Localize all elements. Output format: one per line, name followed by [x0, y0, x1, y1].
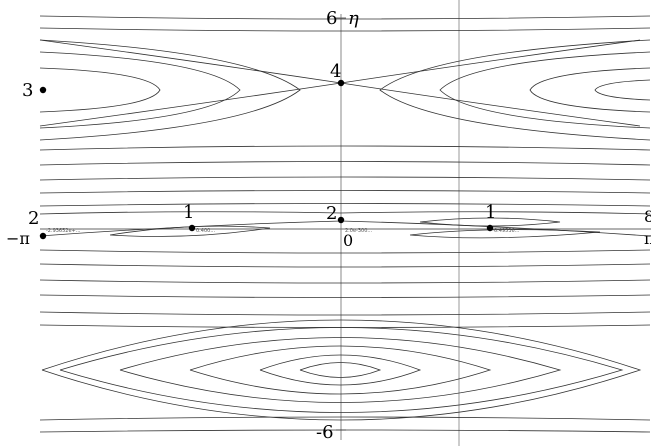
y-axis-symbol: η [348, 8, 359, 29]
point-4 [337, 79, 345, 87]
x-left-label: −π [6, 229, 30, 248]
tiny-label-mid-left: 0.400... [196, 228, 215, 234]
y-top-value: 6 [326, 8, 337, 29]
label-point-2-left: 2 [28, 208, 39, 229]
label-point-3: 3 [22, 80, 33, 101]
point-2-center [337, 216, 345, 224]
right-edge-label: 8 [644, 207, 651, 226]
fixed-points [39, 79, 494, 240]
label-point-1-left: 1 [183, 202, 194, 223]
label-point-1-right: 1 [485, 202, 496, 223]
tiny-label-left: -2.93652e+... [46, 228, 81, 234]
point-3 [39, 86, 47, 94]
tiny-label-mid-right: 0.49536... [494, 228, 520, 234]
origin-label: 0 [343, 231, 353, 250]
top-orbits [39, 15, 651, 141]
label-point-2-center: 2 [326, 203, 337, 224]
x-right-label: π [644, 229, 651, 248]
middle-orbits [39, 145, 651, 298]
tiny-label-center: 2.0e-300... [345, 228, 373, 234]
point-2-left [39, 232, 47, 240]
point-1-left [188, 224, 196, 232]
label-point-4: 4 [330, 61, 341, 82]
y-bottom-value: -6 [316, 422, 334, 443]
point-1-right [486, 224, 494, 232]
bottom-orbits [39, 311, 651, 433]
